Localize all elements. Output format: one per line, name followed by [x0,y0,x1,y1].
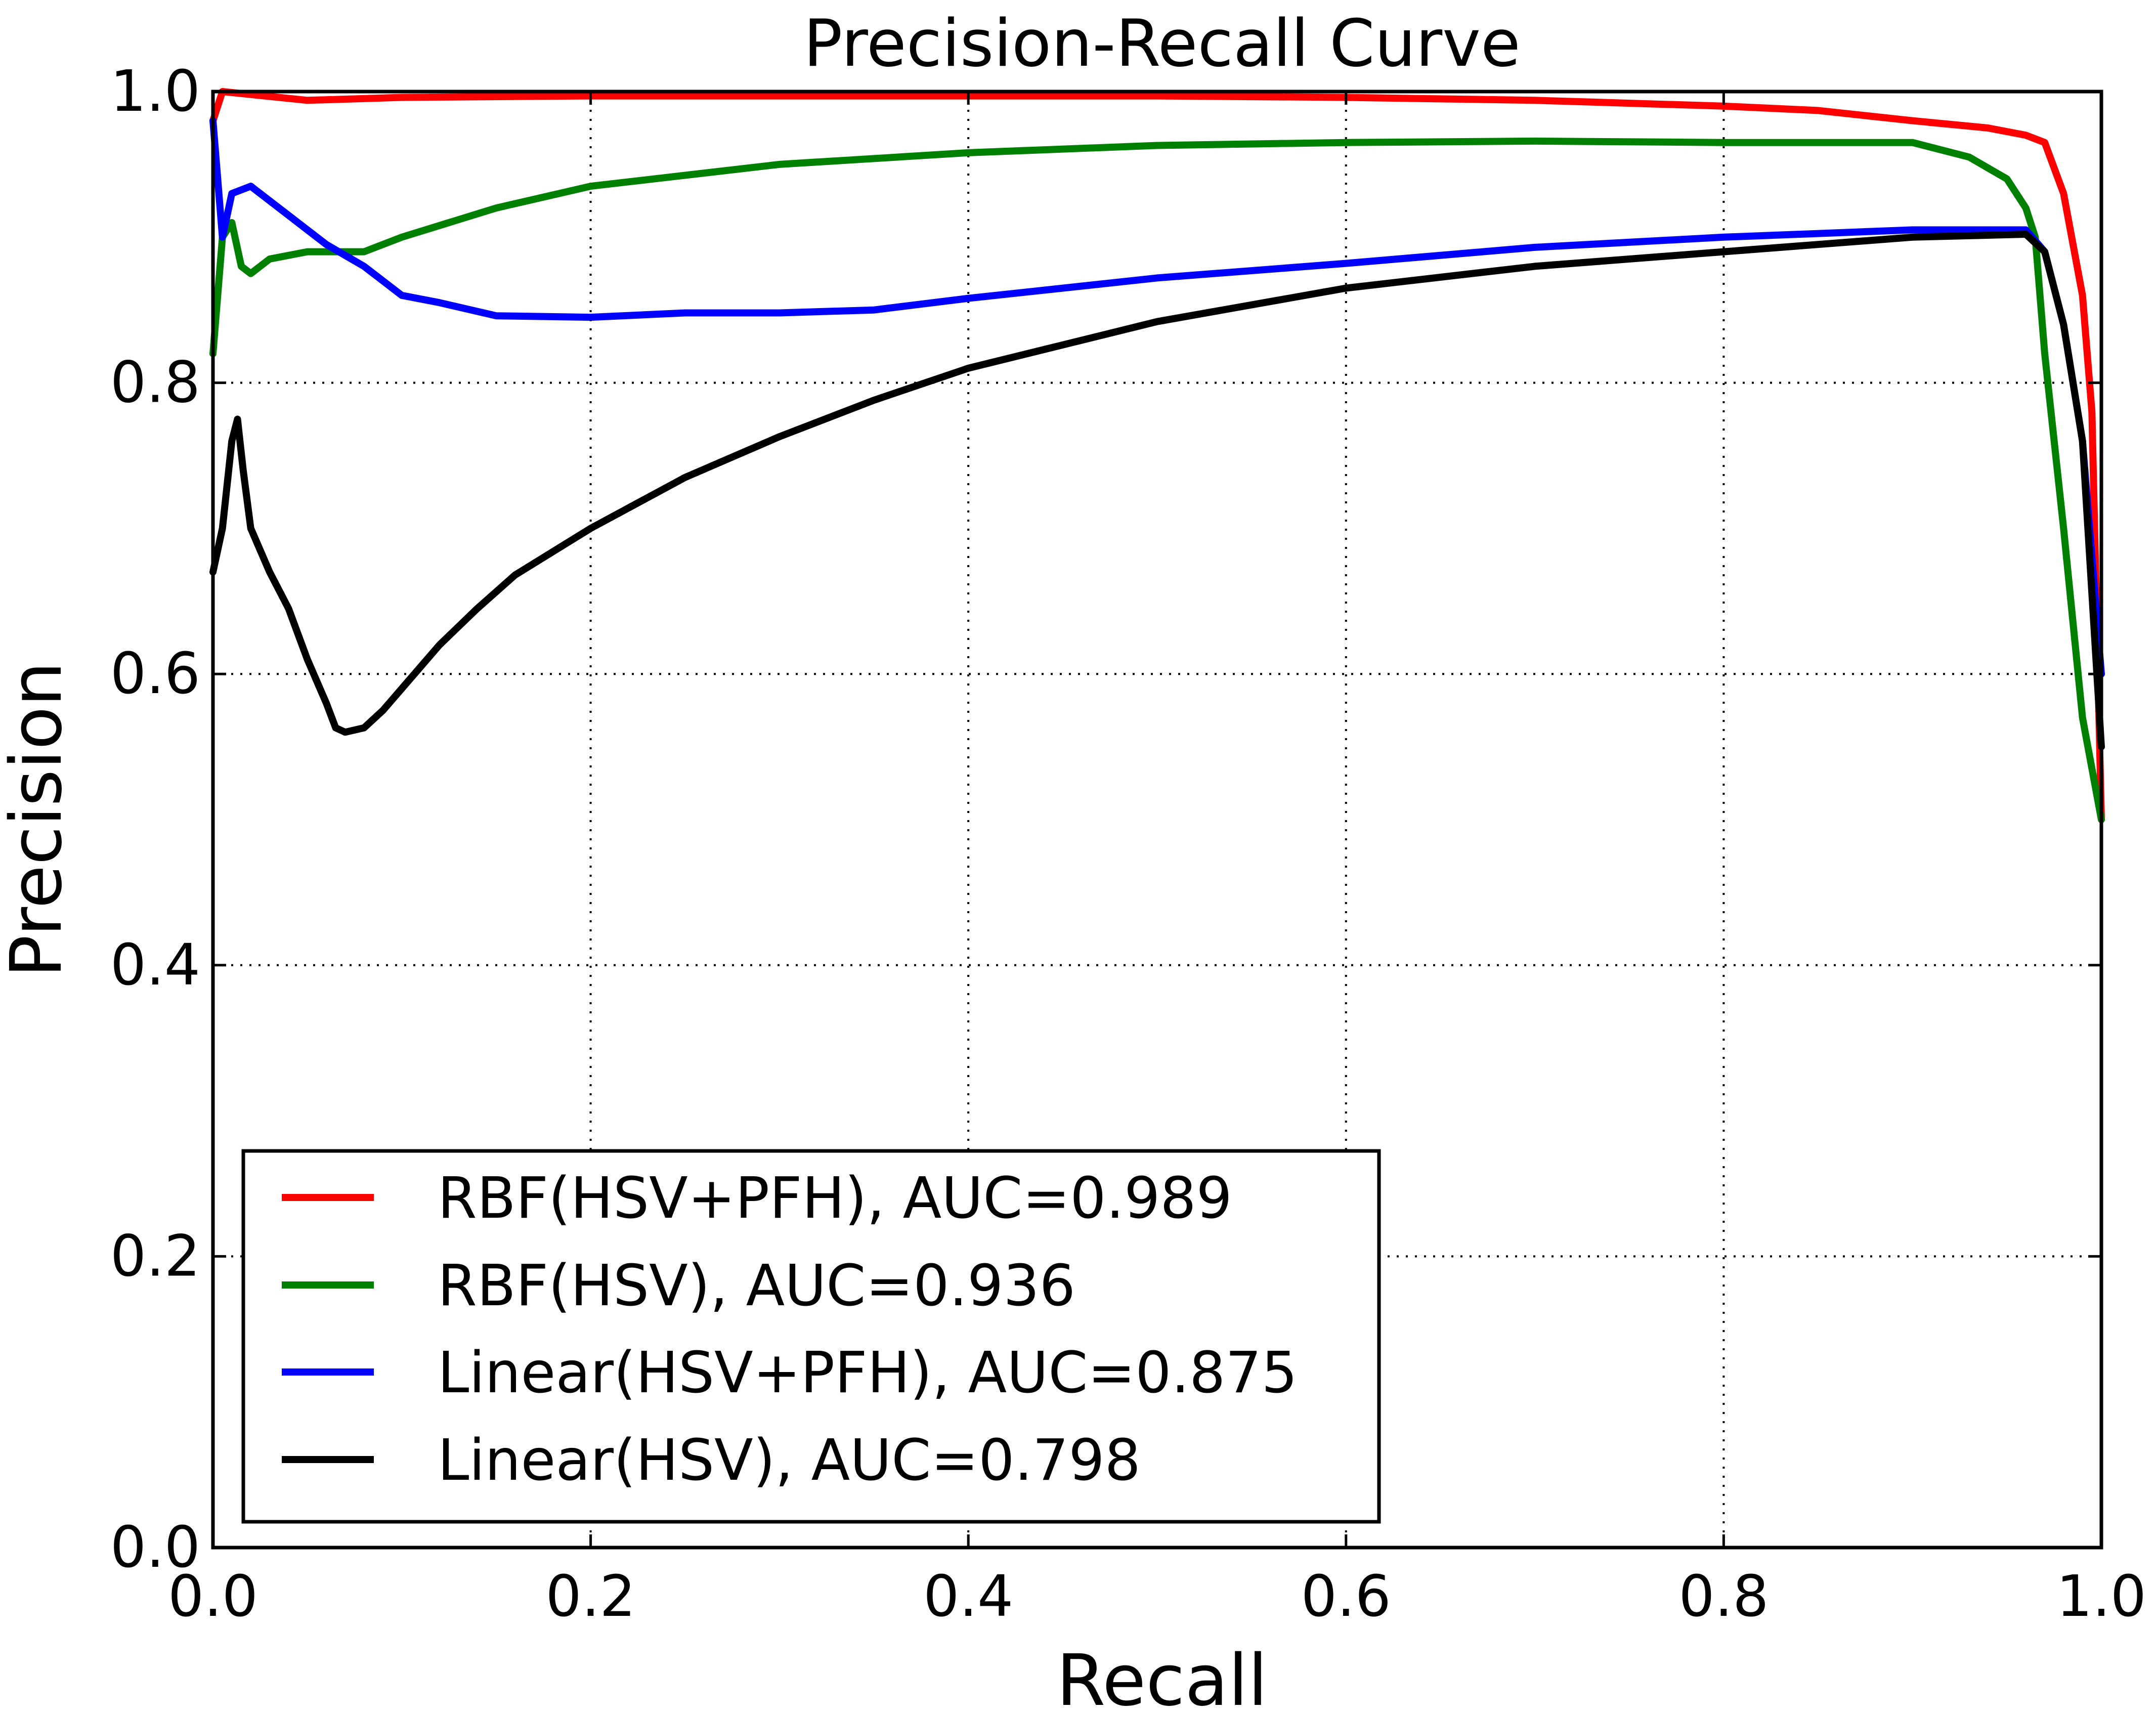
y-tick-label: 0.2 [110,1223,200,1289]
y-tick-label: 0.0 [110,1515,200,1580]
legend-label: Linear(HSV), AUC=0.798 [438,1428,1141,1493]
legend-box [241,1149,1381,1524]
y-tick-label: 0.8 [110,350,200,416]
x-tick-label: 0.0 [168,1564,258,1630]
series-line-2 [209,137,2105,823]
x-tick-label: 1.0 [2056,1564,2146,1630]
x-axis-title: Recall [1056,1640,1268,1713]
axis-ticks [211,90,2103,1549]
plot-frame [211,90,2103,1550]
series-line-1 [209,88,2105,823]
legend-label: RBF(HSV+PFH), AUC=0.989 [438,1166,1232,1231]
legend-label: RBF(HSV), AUC=0.936 [438,1253,1075,1319]
x-tick-label: 0.2 [546,1564,636,1630]
x-axis-tick-labels: 0.0 0.2 0.4 0.6 0.8 1.0 [168,1564,2146,1630]
series-line-4 [209,231,2105,751]
series-line-3 [209,117,2105,678]
y-tick-label: 0.6 [110,641,200,707]
y-tick-label: 1.0 [110,59,200,124]
y-axis-tick-labels: 0.0 0.2 0.4 0.6 0.8 1.0 [110,59,200,1580]
x-tick-label: 0.8 [1678,1564,1769,1630]
legend-label: Linear(HSV+PFH), AUC=0.875 [438,1340,1298,1406]
legend: RBF(HSV+PFH), AUC=0.989 RBF(HSV), AUC=0.9… [241,1149,1381,1524]
chart-title: Precision-Recall Curve [803,6,1521,81]
x-tick-label: 0.6 [1301,1564,1391,1630]
series-lines [209,88,2105,823]
x-tick-label: 0.4 [923,1564,1013,1630]
y-tick-label: 0.4 [110,932,200,998]
y-axis-title: Precision [0,662,78,978]
